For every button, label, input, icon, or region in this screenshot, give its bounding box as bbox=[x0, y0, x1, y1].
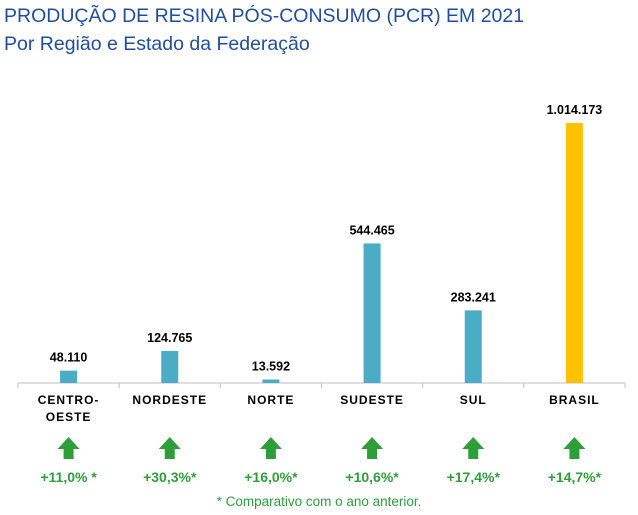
value-label: 544.465 bbox=[349, 223, 394, 237]
category-label: OESTE bbox=[46, 410, 92, 424]
arrow-up-icon bbox=[563, 437, 586, 459]
category-label: SUL bbox=[460, 393, 487, 407]
bar bbox=[363, 243, 381, 383]
chart-subtitle: Por Região e Estado da Federação bbox=[4, 33, 310, 55]
arrow-up-icon bbox=[259, 437, 282, 459]
arrow-up-icon bbox=[158, 437, 181, 459]
arrow-up-icon bbox=[57, 437, 80, 459]
growth-label: +11,0% * bbox=[40, 469, 97, 485]
chart-title: PRODUÇÃO DE RESINA PÓS-CONSUMO (PCR) EM … bbox=[4, 5, 525, 27]
category-label: NORDESTE bbox=[132, 393, 207, 407]
bar bbox=[60, 370, 78, 383]
category-label: SUDESTE bbox=[340, 393, 404, 407]
arrow-up-icon bbox=[462, 437, 485, 459]
growth-label: +17,4%* bbox=[447, 469, 501, 485]
bar bbox=[565, 123, 583, 383]
growth-label: +30,3%* bbox=[143, 469, 197, 485]
value-label: 13.592 bbox=[252, 360, 290, 374]
bar bbox=[464, 310, 482, 383]
value-label: 1.014.173 bbox=[547, 103, 603, 117]
bar bbox=[262, 379, 280, 383]
category-label: BRASIL bbox=[549, 393, 600, 407]
bar bbox=[161, 351, 179, 383]
arrow-up-icon bbox=[361, 437, 384, 459]
growth-label: +14,7%* bbox=[548, 469, 602, 485]
growth-label: +10,6%* bbox=[345, 469, 399, 485]
growth-label: +16,0%* bbox=[244, 469, 298, 485]
category-label: NORTE bbox=[247, 393, 294, 407]
footnote: * Comparativo com o ano anterior. bbox=[216, 494, 422, 509]
value-label: 124.765 bbox=[147, 331, 192, 345]
category-label: CENTRO- bbox=[38, 393, 100, 407]
value-label: 48.110 bbox=[50, 351, 88, 365]
value-label: 283.241 bbox=[451, 290, 496, 304]
